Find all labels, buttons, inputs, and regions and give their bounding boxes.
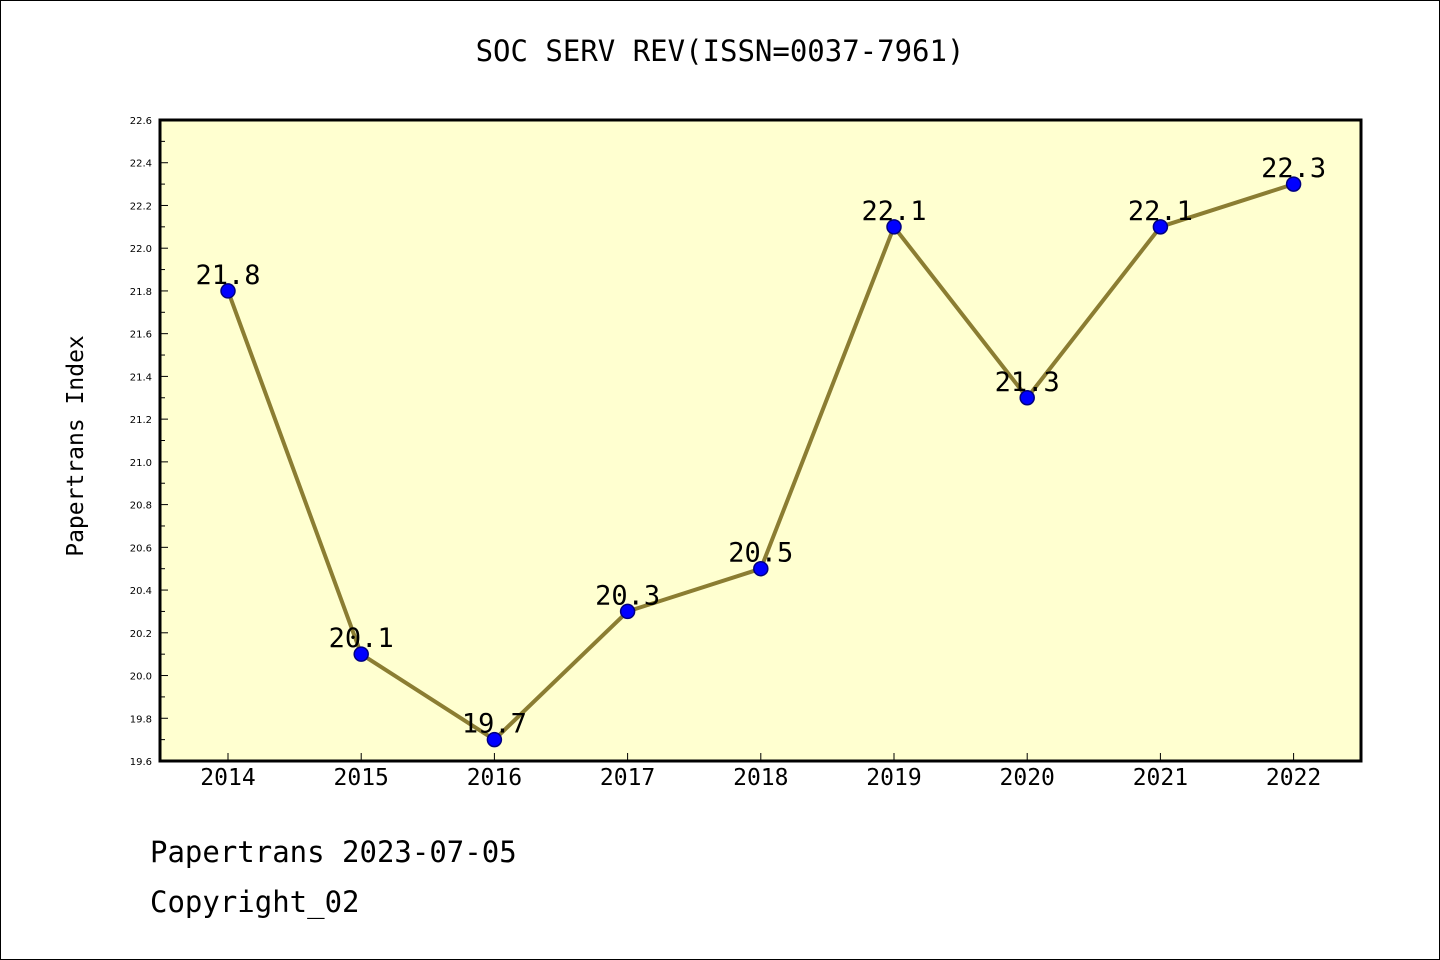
data-point: [1285, 176, 1302, 192]
x-tick-label: 2018: [733, 765, 788, 791]
y-tick-label: 21.0: [130, 458, 152, 469]
y-tick-label: 21.2: [130, 415, 152, 426]
data-point: [886, 219, 902, 235]
y-tick-label: 21.4: [130, 372, 152, 383]
data-label: 22.1: [861, 196, 926, 227]
data-labels: 21.8 20.1 19.7 20.3 20.5 22.1 21.3 22.1 22.3: [195, 153, 1326, 740]
x-tick-label: 2015: [334, 765, 389, 791]
x-axis: 2014 2015 2016 2017 2018 2019 2020 2021 2022: [200, 753, 1321, 791]
data-label: 22.3: [1261, 153, 1326, 184]
x-tick-label: 2020: [1000, 765, 1055, 791]
y-tick-label: 22.4: [130, 159, 152, 170]
data-point: [486, 731, 503, 748]
y-tick-label: 20.6: [130, 543, 152, 554]
y-tick-label: 22.2: [130, 201, 152, 212]
y-tick-label: 21.6: [130, 330, 152, 341]
x-tick-label: 2019: [866, 765, 921, 791]
data-point: [619, 603, 636, 620]
data-label: 22.1: [1128, 196, 1193, 227]
chart-title: SOC SERV REV(ISSN=0037-7961): [475, 34, 965, 68]
y-tick-label: 21.8: [130, 287, 152, 298]
footer-date: Papertrans 2023-07-05: [150, 835, 517, 869]
data-point: [1019, 390, 1035, 406]
y-tick-label: 20.2: [130, 629, 152, 640]
data-label: 20.5: [728, 538, 793, 569]
data-label: 20.3: [595, 580, 660, 611]
y-tick-label: 20.4: [130, 586, 152, 597]
y-tick-label: 19.8: [130, 714, 152, 725]
y-tick-label: 20.0: [130, 672, 152, 683]
data-label: 19.7: [462, 709, 527, 740]
x-tick-label: 2014: [200, 765, 255, 791]
plot-frame: [158, 118, 1363, 763]
data-point: [220, 283, 236, 299]
y-tick-label: 22.6: [130, 116, 152, 127]
x-tick-label: 2022: [1266, 765, 1321, 791]
data-label: 21.8: [195, 260, 260, 291]
data-point: [1152, 219, 1169, 235]
data-label: 20.1: [329, 623, 394, 654]
y-axis: 19.6 19.8 20.0 20.2 20.4 20.6 20.8 21.0 21.2 21.4…: [130, 116, 168, 768]
data-markers: [220, 176, 1302, 748]
y-tick-label: 19.6: [130, 757, 152, 768]
footer-copyright: Copyright_02: [150, 885, 360, 919]
y-tick-label: 20.8: [130, 501, 152, 512]
x-tick-label: 2021: [1133, 765, 1188, 791]
data-point: [753, 560, 769, 577]
x-tick-label: 2016: [467, 765, 522, 791]
data-label: 21.3: [995, 367, 1060, 398]
data-point: [353, 646, 369, 662]
x-tick-label: 2017: [600, 765, 655, 791]
y-tick-label: 22.0: [130, 244, 152, 255]
